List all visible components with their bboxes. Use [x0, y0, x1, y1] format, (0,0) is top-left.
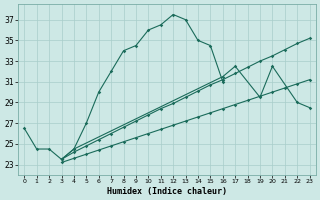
- X-axis label: Humidex (Indice chaleur): Humidex (Indice chaleur): [107, 187, 227, 196]
